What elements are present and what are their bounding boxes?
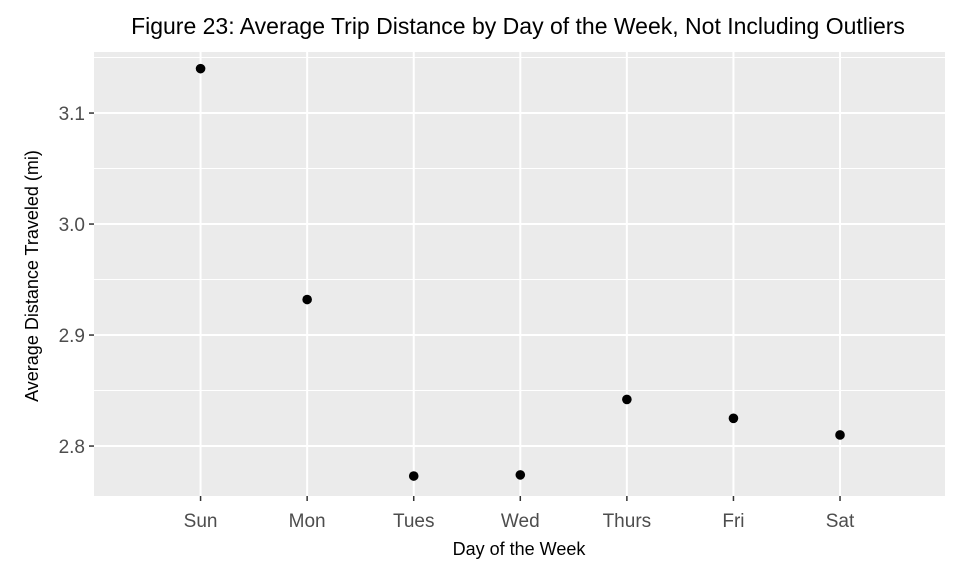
point-layer bbox=[195, 63, 845, 481]
x-tick-label: Tues bbox=[393, 511, 435, 532]
y-axis-title: Average Distance Traveled (mi) bbox=[22, 150, 42, 402]
data-point bbox=[515, 470, 526, 480]
tick-layer: 2.8 2.9 3.0 3.1 Sun Mon Tues Wed Thurs Fri Sat bbox=[59, 104, 855, 532]
grid-layer bbox=[94, 52, 945, 496]
chart-title: Figure 23: Average Trip Distance by Day … bbox=[131, 13, 905, 39]
data-point bbox=[302, 294, 312, 305]
data-point bbox=[835, 430, 845, 440]
data-point bbox=[195, 63, 206, 74]
x-tick-label: Thurs bbox=[603, 511, 652, 532]
data-point bbox=[622, 394, 632, 405]
y-tick-label: 3.1 bbox=[59, 104, 85, 125]
x-tick-label: Wed bbox=[501, 511, 540, 532]
y-tick-label: 2.8 bbox=[59, 437, 85, 458]
data-point bbox=[408, 471, 419, 481]
x-tick-label: Sun bbox=[184, 511, 218, 532]
x-tick-label: Mon bbox=[289, 511, 326, 532]
y-tick-label: 2.9 bbox=[59, 326, 85, 347]
x-axis-title: Day of the Week bbox=[453, 539, 587, 559]
data-point bbox=[728, 413, 739, 424]
x-tick-label: Sat bbox=[826, 511, 855, 532]
x-tick-label: Fri bbox=[722, 511, 744, 532]
y-tick-label: 3.0 bbox=[59, 215, 85, 236]
